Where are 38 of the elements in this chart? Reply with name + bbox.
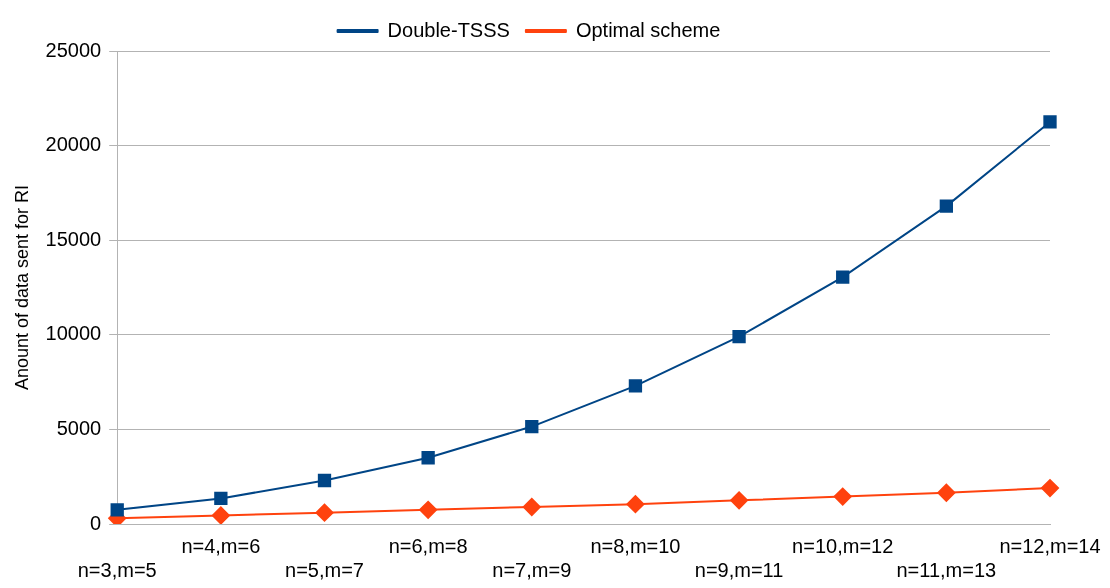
legend-label: Optimal scheme bbox=[575, 18, 721, 41]
point bbox=[211, 506, 230, 524]
point bbox=[1041, 479, 1059, 498]
point bbox=[732, 330, 746, 344]
point bbox=[730, 491, 749, 510]
legend-label: Double-TSSS bbox=[387, 18, 510, 41]
point bbox=[522, 497, 541, 516]
x-tick-label: n=10,m=12 bbox=[792, 534, 894, 557]
point bbox=[214, 491, 228, 506]
x-tick-label: n=12,m=14 bbox=[999, 534, 1101, 557]
point bbox=[833, 487, 852, 506]
point bbox=[421, 451, 435, 465]
point bbox=[419, 500, 438, 519]
point bbox=[628, 379, 643, 393]
point bbox=[525, 419, 539, 434]
y-tick-label: 10000 bbox=[45, 322, 102, 345]
x-tick-label: n=5,m=7 bbox=[285, 558, 364, 581]
x-tick-label: n=11,m=13 bbox=[896, 558, 997, 581]
y-tick-label: 5000 bbox=[56, 416, 102, 439]
point bbox=[110, 503, 124, 517]
y-tick-label: 15000 bbox=[45, 227, 102, 250]
point bbox=[939, 199, 954, 213]
y-tick-label: 0 bbox=[90, 511, 102, 534]
y-tick-label: 20000 bbox=[45, 133, 102, 156]
x-tick-label: n=8,m=10 bbox=[590, 534, 681, 557]
x-tick-label: n=7,m=9 bbox=[492, 558, 572, 581]
x-tick-label: n=3,m=5 bbox=[77, 558, 157, 581]
point bbox=[1043, 115, 1057, 129]
point bbox=[626, 495, 645, 514]
x-tick-label: n=9,m=11 bbox=[694, 558, 784, 581]
point bbox=[937, 483, 956, 502]
y-axis-title: Anount of data sent for RI bbox=[11, 184, 32, 391]
y-tick-label: 25000 bbox=[45, 38, 102, 61]
x-tick-label: n=6,m=8 bbox=[388, 534, 468, 557]
point bbox=[836, 270, 850, 284]
point bbox=[317, 473, 332, 488]
x-tick-label: n=4,m=6 bbox=[181, 534, 261, 557]
point bbox=[315, 503, 334, 522]
